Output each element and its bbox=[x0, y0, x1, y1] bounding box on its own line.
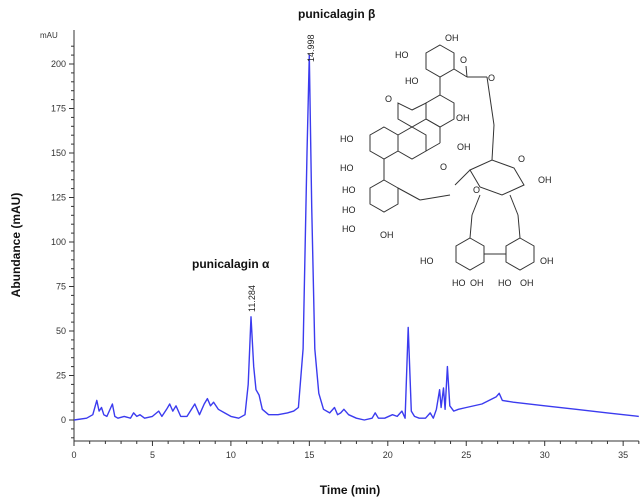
x-tick-label: 5 bbox=[150, 450, 155, 460]
y-tick-label: 100 bbox=[51, 237, 66, 247]
svg-text:O: O bbox=[385, 94, 392, 104]
y-tick-label: 150 bbox=[51, 148, 66, 158]
y-unit-label: mAU bbox=[40, 31, 58, 40]
y-tick-label: 25 bbox=[56, 371, 66, 381]
svg-text:OH: OH bbox=[380, 230, 394, 240]
annotation-punicalagin-beta: punicalagin β bbox=[298, 7, 375, 21]
structure-atom-labels: OH HO HO O O OH OH O HO HO HO HO HO OH O… bbox=[340, 33, 554, 288]
svg-text:HO: HO bbox=[395, 50, 409, 60]
y-tick-label: 200 bbox=[51, 59, 66, 69]
y-axis-title: Abundance (mAU) bbox=[9, 193, 23, 298]
y-tick-label: 0 bbox=[61, 415, 66, 425]
svg-text:HO: HO bbox=[340, 134, 354, 144]
y-axis-ticks: 0 25 50 75 100 125 150 175 200 bbox=[51, 45, 74, 439]
svg-text:HO: HO bbox=[342, 224, 356, 234]
x-tick-label: 30 bbox=[540, 450, 550, 460]
svg-text:OH: OH bbox=[520, 278, 534, 288]
svg-text:O: O bbox=[473, 185, 480, 195]
x-tick-label: 25 bbox=[461, 450, 471, 460]
svg-text:O: O bbox=[440, 162, 447, 172]
x-axis-ticks: 0 5 10 15 20 25 30 35 bbox=[71, 441, 640, 460]
x-tick-label: 20 bbox=[383, 450, 393, 460]
svg-text:OH: OH bbox=[538, 175, 552, 185]
axes bbox=[73, 30, 639, 442]
y-tick-label: 125 bbox=[51, 193, 66, 203]
x-tick-label: 35 bbox=[618, 450, 628, 460]
y-tick-label: 75 bbox=[56, 282, 66, 292]
x-tick-label: 15 bbox=[304, 450, 314, 460]
y-tick-label: 50 bbox=[56, 326, 66, 336]
svg-text:OH: OH bbox=[456, 113, 470, 123]
svg-text:O: O bbox=[488, 73, 495, 83]
peak-label-14-998: 14.998 bbox=[306, 34, 316, 62]
peak-label-11-284: 11.284 bbox=[247, 285, 257, 312]
svg-text:HO: HO bbox=[498, 278, 512, 288]
svg-text:OH: OH bbox=[540, 256, 554, 266]
svg-text:HO: HO bbox=[452, 278, 466, 288]
svg-text:OH: OH bbox=[457, 142, 471, 152]
svg-text:HO: HO bbox=[340, 163, 354, 173]
svg-text:HO: HO bbox=[342, 205, 356, 215]
svg-text:HO: HO bbox=[405, 76, 419, 86]
svg-text:OH: OH bbox=[470, 278, 484, 288]
y-tick-label: 175 bbox=[51, 104, 66, 114]
punicalagin-structure-inset bbox=[369, 44, 535, 271]
svg-text:HO: HO bbox=[420, 256, 434, 266]
annotation-punicalagin-alpha: punicalagin α bbox=[192, 257, 270, 271]
svg-text:OH: OH bbox=[445, 33, 459, 43]
svg-text:HO: HO bbox=[342, 185, 356, 195]
chromatogram-trace bbox=[73, 54, 639, 421]
svg-text:O: O bbox=[460, 55, 467, 65]
x-axis-title: Time (min) bbox=[320, 483, 380, 497]
x-tick-label: 10 bbox=[226, 450, 236, 460]
svg-text:O: O bbox=[518, 154, 525, 164]
x-tick-label: 0 bbox=[71, 450, 76, 460]
